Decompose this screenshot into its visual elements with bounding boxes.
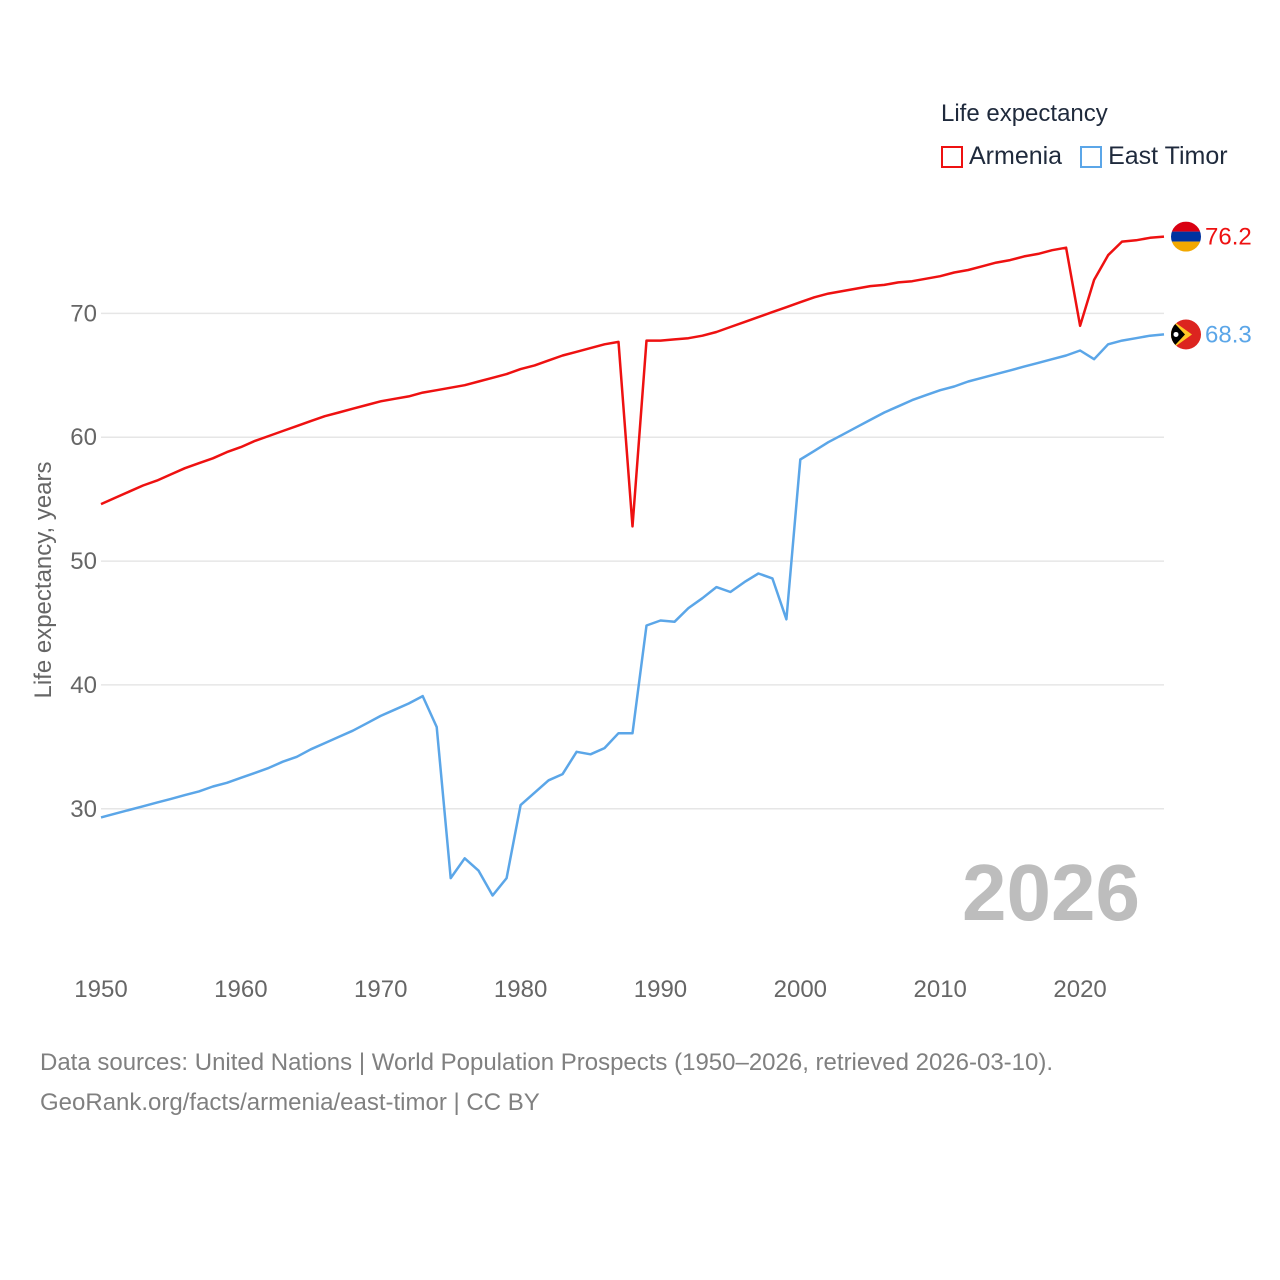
data-sources-text: Data sources: United Nations | World Pop… [40,1049,1054,1076]
y-axis-ticks: 30 40 50 60 70 [70,300,97,822]
legend-item-armenia[interactable]: Armenia [941,142,1062,171]
x-tick-label: 2010 [914,976,967,1003]
y-tick-label: 50 [70,548,97,575]
legend-label-east-timor: East Timor [1108,142,1228,170]
x-tick-label: 1970 [354,976,407,1003]
x-tick-label: 2000 [774,976,827,1003]
year-watermark: 2026 [962,848,1140,937]
end-value-label-armenia: 76.2 [1205,224,1252,251]
x-tick-label: 1950 [74,976,127,1003]
series-line-armenia [100,235,1165,528]
gridlines [101,312,1164,810]
x-axis-ticks: 1950 1960 1970 1980 1990 2000 2010 2020 [74,976,1106,1003]
x-tick-label: 1980 [494,976,547,1003]
y-tick-label: 70 [70,300,97,327]
y-tick-label: 40 [70,672,97,699]
credit-link[interactable]: GeoRank.org/facts/armenia/east-timor | C… [40,1089,540,1116]
y-tick-label: 30 [70,796,97,823]
x-tick-label: 2020 [1053,976,1106,1003]
legend-item-east-timor[interactable]: East Timor [1080,142,1228,171]
legend-swatch-east-timor [1080,145,1103,168]
end-value-label-east-timor: 68.3 [1205,321,1252,348]
legend-swatch-armenia [941,145,963,168]
footer: Data sources: United Nations | World Pop… [40,1043,1053,1123]
legend: Armenia East Timor [941,142,1246,171]
x-tick-label: 1960 [214,976,267,1003]
y-axis-label: Life expectancy, years [30,461,57,698]
end-labels: 76.2 68.3 [1171,221,1252,350]
y-tick-label: 60 [70,424,97,451]
east-timor-flag-icon [1171,319,1201,350]
series-line-east-timor [100,333,1165,897]
armenia-flag-icon [1171,221,1201,252]
legend-label-armenia: Armenia [969,142,1063,170]
x-tick-label: 1990 [634,976,687,1003]
legend-title: Life expectancy [941,100,1108,127]
series-layer [100,235,1165,897]
